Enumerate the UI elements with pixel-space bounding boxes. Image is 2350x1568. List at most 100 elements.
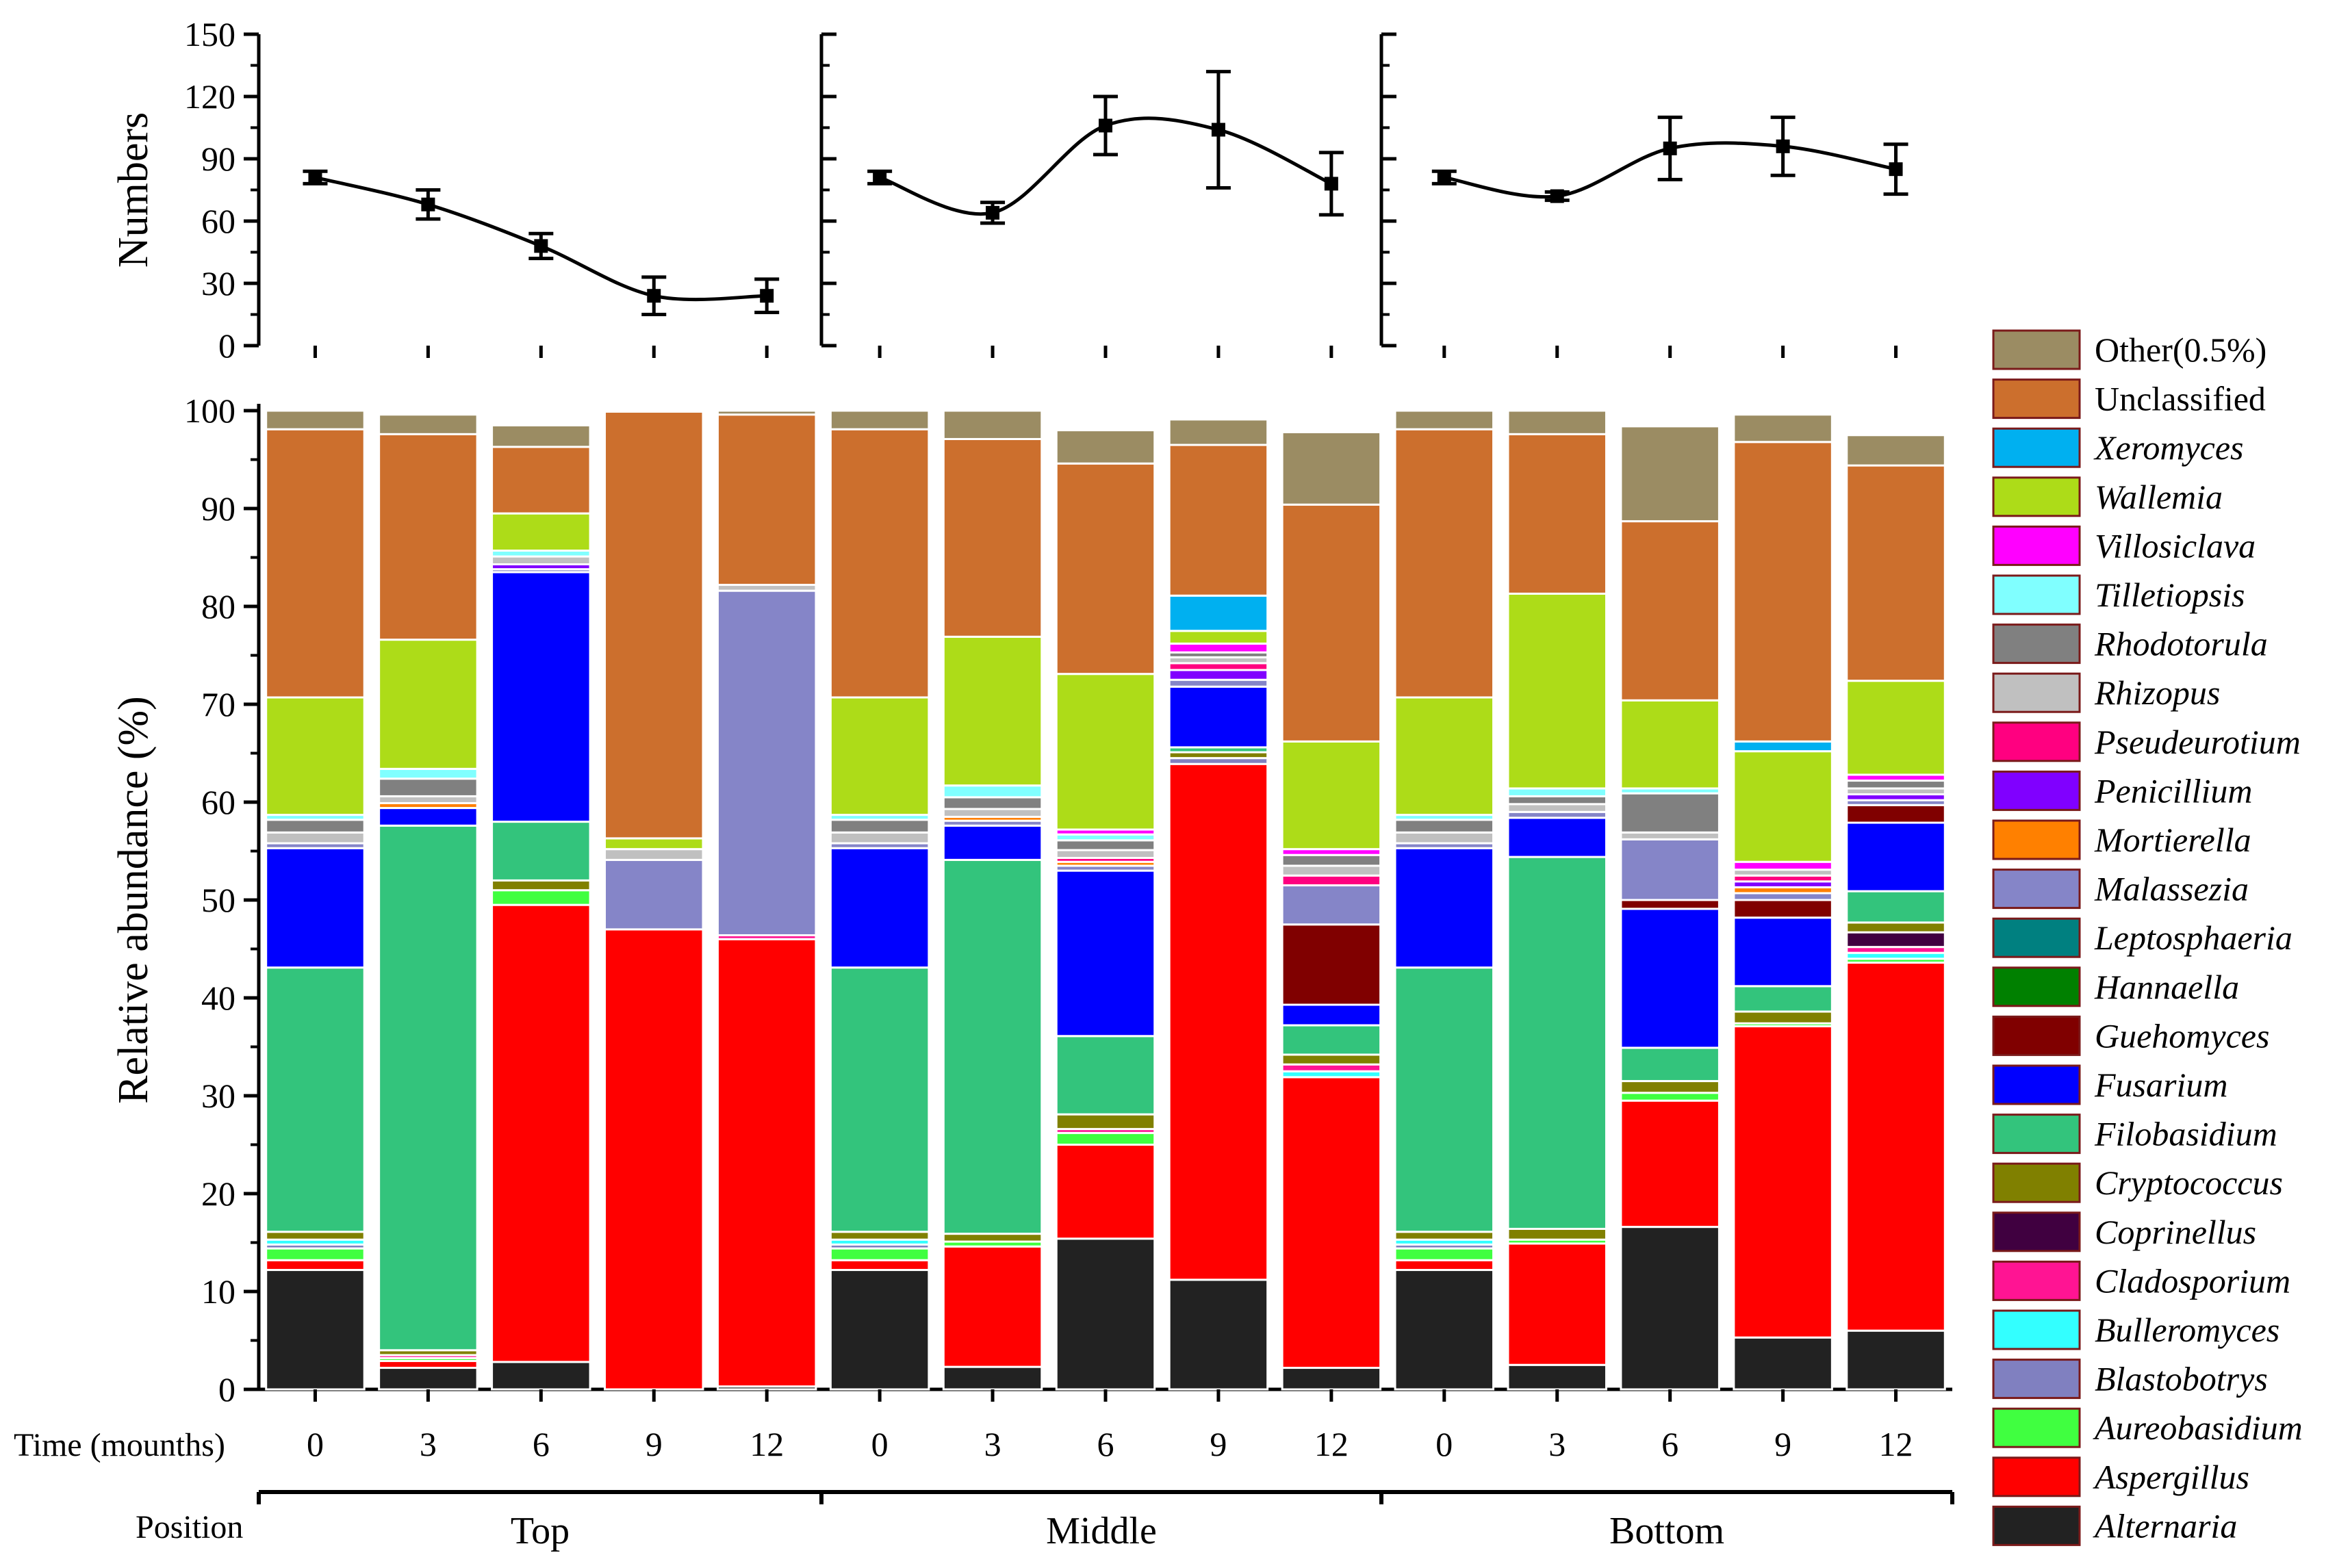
- bar-segment-coprinellus: [1845, 931, 1946, 949]
- bar-segment-wallemia: [604, 837, 704, 851]
- legend-swatch: [1992, 1407, 2081, 1448]
- bar-segment-unclassified: [716, 413, 817, 587]
- legend-item: Wallemia: [1992, 476, 2223, 517]
- bar-segment-unclassified: [942, 437, 1043, 638]
- legend-swatch: [1992, 721, 2081, 762]
- bar-segment-cryptococcus: [1733, 1010, 1833, 1025]
- legend-label: Villosiclava: [2095, 526, 2256, 565]
- legend-item: Filobasidium: [1992, 1114, 2277, 1155]
- bar-segment-aureobasidium: [829, 1247, 930, 1261]
- bar-segment-cryptococcus: [1620, 1080, 1720, 1094]
- legend-label: Other(0.5%): [2095, 331, 2266, 369]
- bar-segment-unclassified: [491, 446, 591, 515]
- line-y-axis-title: Numbers: [110, 112, 157, 268]
- bar-segment-wallemia: [491, 512, 591, 552]
- bar-segment-alternaria: [1845, 1329, 1946, 1391]
- legend-swatch: [1992, 574, 2081, 615]
- bar-segment-wallemia: [1394, 696, 1495, 817]
- position-label-top: Top: [511, 1510, 570, 1552]
- bar-segment-wallemia: [1281, 740, 1382, 851]
- bar-segment-alternaria: [265, 1269, 366, 1391]
- bar-segment-cryptococcus: [1055, 1113, 1156, 1131]
- bar-segment-rhizopus: [604, 848, 704, 861]
- legend-swatch: [1992, 1162, 2081, 1203]
- legend-label: Cryptococcus: [2095, 1164, 2283, 1202]
- bar-y-tick-label: 20: [201, 1174, 235, 1213]
- bar-segment-wallemia: [1845, 680, 1946, 776]
- legend-label: Rhodotorula: [2094, 625, 2268, 663]
- bar-segment-unclassified: [378, 433, 478, 641]
- bar-segment-cryptococcus: [942, 1233, 1043, 1243]
- bar-segment-rhizopus: [1507, 803, 1607, 813]
- bar-segment-alternaria: [829, 1269, 930, 1391]
- bar-segment-fusarium: [1845, 821, 1946, 892]
- bar-segment-aspergillus: [942, 1245, 1043, 1368]
- bar-segment-alternaria: [942, 1365, 1043, 1391]
- bar-segment-cryptococcus: [1281, 1053, 1382, 1066]
- time-tick-label: 12: [750, 1425, 784, 1463]
- bar-segment-aspergillus: [1281, 1076, 1382, 1370]
- legend-label: Hannaella: [2094, 968, 2239, 1006]
- data-point: [1099, 118, 1112, 133]
- x-annotations: Time (mounths) 0 3 6 9 12 0 3 6 9 12 0 3 6 9 12 Position…: [14, 1425, 1954, 1552]
- bar-segment-aureobasidium: [491, 889, 591, 906]
- bar-segment-unclassified: [1168, 444, 1269, 597]
- legend-label: Filobasidium: [2094, 1115, 2277, 1153]
- bar-segment-xeromyces: [1733, 740, 1833, 753]
- bar-segment-other-0-5-: [1055, 429, 1156, 465]
- legend-swatch: [1992, 378, 2081, 420]
- legend-label: Coprinellus: [2095, 1213, 2256, 1251]
- bar-segment-wallemia: [1733, 750, 1833, 863]
- legend-label: Wallemia: [2095, 478, 2223, 516]
- time-tick-label: 3: [420, 1425, 437, 1463]
- bar-segment-guehomyces: [1845, 804, 1946, 824]
- stacked-bar: [1168, 418, 1269, 1391]
- line-y-tick-label: 60: [201, 202, 235, 240]
- data-point: [1776, 139, 1790, 153]
- bar-segment-aspergillus: [1055, 1144, 1156, 1240]
- data-point: [760, 289, 774, 303]
- bar-segment-rhodotorula: [1055, 839, 1156, 851]
- legend-swatch: [1992, 1064, 2081, 1105]
- legend-swatch: [1992, 1456, 2081, 1498]
- data-point: [534, 239, 548, 253]
- legend-swatch: [1992, 917, 2081, 958]
- position-row-label: Position: [136, 1509, 243, 1545]
- legend-item: Villosiclava: [1992, 525, 2256, 566]
- bar-segment-rhizopus: [1281, 864, 1382, 877]
- legend-item: Hannaella: [1992, 966, 2239, 1007]
- bar-segment-alternaria: [491, 1361, 591, 1391]
- bar-segment-aspergillus: [491, 903, 591, 1363]
- bar-segment-malassezia: [1281, 884, 1382, 926]
- time-tick-label: 0: [1435, 1425, 1453, 1463]
- stacked-bar: [1733, 413, 1833, 1391]
- bar-segment-rhodotorula: [265, 819, 366, 834]
- time-tick-label: 3: [984, 1425, 1001, 1463]
- stacked-bar: [942, 409, 1043, 1391]
- legend-label: Xeromyces: [2093, 428, 2243, 467]
- stacked-bar: [1507, 409, 1607, 1391]
- data-point: [873, 170, 887, 185]
- bar-segment-cryptococcus: [1845, 921, 1946, 934]
- bar-segment-other-0-5-: [1168, 418, 1269, 446]
- bar-segment-alternaria: [1507, 1363, 1607, 1391]
- bar-segment-aspergillus: [604, 928, 704, 1391]
- bar-segment-unclassified: [1733, 441, 1833, 743]
- legend-item: Alternaria: [1992, 1505, 2237, 1546]
- bar-segment-fusarium: [1507, 817, 1607, 858]
- bar-segment-tilletiopsis: [378, 767, 478, 780]
- bar-segment-filobasidium: [1055, 1035, 1156, 1116]
- legend-swatch: [1992, 869, 2081, 910]
- legend-swatch: [1992, 525, 2081, 566]
- legend-swatch: [1992, 1505, 2081, 1546]
- bar-segment-unclassified: [604, 410, 704, 840]
- legend-item: Leptosphaeria: [1992, 917, 2292, 958]
- bar-segment-filobasidium: [1394, 966, 1495, 1233]
- data-point: [986, 205, 1000, 220]
- line-y-tick-label: 150: [184, 15, 235, 53]
- bar-segment-wallemia: [1168, 630, 1269, 645]
- bar-segment-rhizopus: [942, 808, 1043, 818]
- legend-item: Cladosporium: [1992, 1260, 2290, 1301]
- bar-segment-rhizopus: [378, 795, 478, 804]
- legend-swatch: [1992, 624, 2081, 665]
